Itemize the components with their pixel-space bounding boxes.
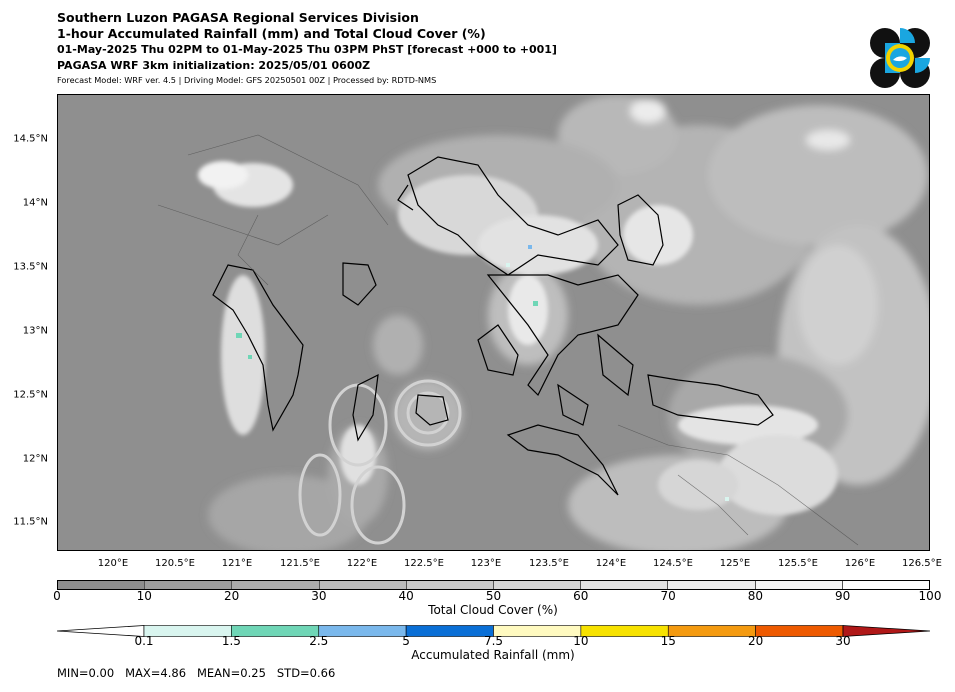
rainfall-cells [236,245,729,501]
map-title: Southern Luzon PAGASA Regional Services … [57,10,419,25]
map-subtitle: 1-hour Accumulated Rainfall (mm) and Tot… [57,26,486,41]
rainfall-colorbar-segment [493,625,582,637]
lon-label: 125.5°E [778,558,818,569]
rainfall-colorbar-tick: 2.5 [309,634,329,648]
lat-label: 14°N [22,197,48,209]
lon-label: 122°E [346,558,378,569]
cloud-colorbar-tick: 10 [136,589,152,603]
initialization-time: PAGASA WRF 3km initialization: 2025/05/0… [57,59,371,72]
statistics-line: MIN=0.00 MAX=4.86 MEAN=0.25 STD=0.66 [57,666,336,680]
cloud-colorbar-segment [319,581,407,589]
rainfall-colorbar [57,625,930,637]
lon-label: 121°E [221,558,253,569]
lon-label: 125°E [719,558,751,569]
lon-label: 120.5°E [155,558,195,569]
cloud-cover-colorbar [57,580,930,590]
lon-label: 121.5°E [280,558,320,569]
lon-label: 123°E [470,558,502,569]
lon-label: 126°E [844,558,876,569]
rainfall-colorbar-tick: 10 [573,634,589,648]
cloud-colorbar-tick: 50 [485,589,502,603]
cloud-colorbar-segment [581,581,669,589]
rainfall-colorbar-segment [318,625,407,637]
cloud-cover-colorbar-label: Total Cloud Cover (%) [428,603,558,617]
boundary-lines [157,134,859,546]
rainfall-over-triangle [842,625,930,637]
cloud-colorbar-tick: 60 [573,589,589,603]
cloud-colorbar-segment [668,581,756,589]
forecast-period: 01-May-2025 Thu 02PM to 01-May-2025 Thu … [57,43,557,56]
lat-label: 12.5°N [13,389,48,401]
cloud-colorbar-segment [232,581,320,589]
lat-label: 11.5°N [13,516,48,528]
cloud-colorbar-tick: 70 [660,589,676,603]
cloud-colorbar-segment [755,581,843,589]
lat-label: 12°N [22,453,48,465]
rainfall-colorbar-segment [667,625,756,637]
lon-label: 126.5°E [902,558,942,569]
lat-label: 13.5°N [13,261,48,273]
lon-label: 123.5°E [529,558,569,569]
cloud-colorbar-segment [145,581,233,589]
coastlines [212,156,774,496]
rainfall-colorbar-segment [405,625,494,637]
rainfall-colorbar-tick: 1.5 [221,634,241,648]
map-area[interactable] [57,94,930,551]
rainfall-colorbar-tick: 5 [402,634,410,648]
cloud-colorbar-tick: 0 [53,589,61,603]
lon-label: 120°E [97,558,129,569]
rainfall-colorbar-segment [580,625,669,637]
cloud-colorbar-segment [842,581,930,589]
bright-cloud-clusters [198,161,838,515]
rainfall-under-triangle [57,625,145,637]
rainfall-colorbar-label: Accumulated Rainfall (mm) [411,648,575,662]
cloud-colorbar-tick: 80 [747,589,764,603]
model-info: Forecast Model: WRF ver. 4.5 | Driving M… [57,75,437,85]
cloud-colorbar-segment [58,581,146,589]
rainfall-colorbar-segment [755,625,844,637]
lat-label: 14.5°N [13,133,48,145]
lon-label: 124.5°E [653,558,693,569]
cloud-colorbar-tick: 20 [223,589,240,603]
rainfall-colorbar-segment [231,625,320,637]
cloud-colorbar-tick: 40 [398,589,414,603]
cloud-colorbar-tick: 30 [311,589,327,603]
lon-label: 124°E [595,558,627,569]
rainfall-colorbar-segment [143,625,232,637]
rainfall-colorbar-tick: 15 [660,634,676,648]
lon-label: 122.5°E [404,558,444,569]
rainfall-colorbar-tick: 7.5 [483,634,504,648]
cloud-cover-field [58,95,929,550]
rainfall-colorbar-tick: 30 [835,634,851,648]
pagasa-logo [870,28,930,88]
cloud-colorbar-tick: 100 [918,589,942,603]
title-block: Southern Luzon PAGASA Regional Services … [57,10,557,86]
rainfall-colorbar-tick: 0.1 [134,634,154,648]
rainfall-colorbar-tick: 20 [747,634,764,648]
cloud-colorbar-segment [494,581,582,589]
cloud-colorbar-tick: 90 [835,589,851,603]
cloud-colorbar-segment [406,581,495,589]
lat-label: 13°N [22,325,48,337]
